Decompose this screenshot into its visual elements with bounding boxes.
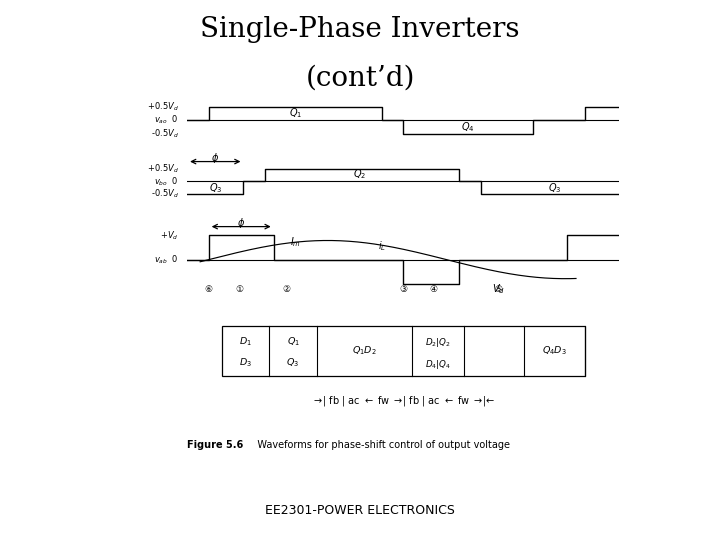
Text: ⑤: ⑤	[494, 285, 503, 294]
Text: $V_d$: $V_d$	[492, 282, 505, 296]
Text: $D_3$: $D_3$	[239, 356, 252, 369]
Text: $\phi$: $\phi$	[211, 151, 220, 165]
Text: $Q_3$: $Q_3$	[209, 181, 222, 195]
Text: Figure 5.6: Figure 5.6	[187, 440, 243, 450]
Text: $Q_1$: $Q_1$	[289, 106, 302, 120]
Text: $Q_1D_2$: $Q_1D_2$	[352, 345, 377, 357]
Text: $i_L$: $i_L$	[377, 239, 386, 253]
Text: $\rightarrow\!|$ fb $|$ ac $\leftarrow$ fw $\rightarrow\!|$ fb $|$ ac $\leftarro: $\rightarrow\!|$ fb $|$ ac $\leftarrow$ …	[312, 394, 495, 408]
Text: -0.5$V_d$: -0.5$V_d$	[150, 127, 179, 140]
Text: $I_m$: $I_m$	[289, 235, 301, 249]
Text: $Q_3$: $Q_3$	[548, 181, 561, 195]
Text: $Q_2$: $Q_2$	[354, 168, 366, 181]
Text: $v_{ao}$  0: $v_{ao}$ 0	[154, 114, 179, 126]
Text: $Q_1$: $Q_1$	[287, 336, 300, 348]
Text: $D_1$: $D_1$	[239, 336, 252, 348]
Text: ⑥: ⑥	[204, 285, 213, 294]
Text: Waveforms for phase-shift control of output voltage: Waveforms for phase-shift control of out…	[248, 440, 510, 450]
Text: $D_2|Q_2$: $D_2|Q_2$	[425, 335, 451, 349]
Text: Single-Phase Inverters: Single-Phase Inverters	[200, 16, 520, 43]
Text: ④: ④	[429, 285, 438, 294]
Text: $Q_4$: $Q_4$	[462, 120, 474, 134]
Bar	[222, 326, 585, 376]
Text: EE2301-POWER ELECTRONICS: EE2301-POWER ELECTRONICS	[265, 504, 455, 517]
Text: $v_{ab}$  0: $v_{ab}$ 0	[154, 253, 179, 266]
Text: +0.5$V_d$: +0.5$V_d$	[147, 163, 179, 176]
Text: ③: ③	[399, 285, 408, 294]
Text: $v_{bo}$  0: $v_{bo}$ 0	[154, 175, 179, 188]
Text: ②: ②	[282, 285, 291, 294]
Text: $Q_4D_3$: $Q_4D_3$	[542, 345, 567, 357]
Text: $Q_3$: $Q_3$	[287, 356, 300, 369]
Text: (cont’d): (cont’d)	[305, 65, 415, 92]
Text: $D_4|Q_4$: $D_4|Q_4$	[425, 357, 451, 370]
Text: $\phi$: $\phi$	[237, 217, 246, 231]
Text: +$V_d$: +$V_d$	[160, 229, 179, 241]
Text: +0.5$V_d$: +0.5$V_d$	[147, 100, 179, 113]
Text: ①: ①	[235, 285, 243, 294]
Text: -0.5$V_d$: -0.5$V_d$	[150, 187, 179, 200]
